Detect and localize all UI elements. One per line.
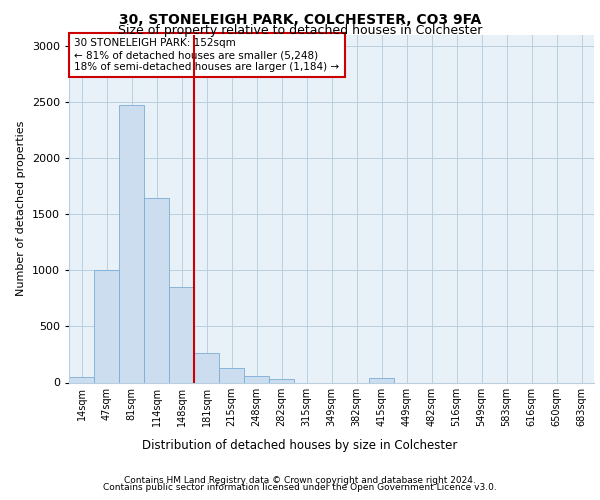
Text: Contains HM Land Registry data © Crown copyright and database right 2024.: Contains HM Land Registry data © Crown c… bbox=[124, 476, 476, 485]
Bar bbox=[219, 368, 244, 382]
Bar bbox=[269, 379, 294, 382]
Bar bbox=[194, 353, 219, 382]
Text: Size of property relative to detached houses in Colchester: Size of property relative to detached ho… bbox=[118, 24, 482, 37]
Text: 30 STONELEIGH PARK: 152sqm
← 81% of detached houses are smaller (5,248)
18% of s: 30 STONELEIGH PARK: 152sqm ← 81% of deta… bbox=[74, 38, 340, 72]
Bar bbox=[369, 378, 394, 382]
Text: 30, STONELEIGH PARK, COLCHESTER, CO3 9FA: 30, STONELEIGH PARK, COLCHESTER, CO3 9FA bbox=[119, 12, 481, 26]
Bar bbox=[94, 270, 119, 382]
Text: Distribution of detached houses by size in Colchester: Distribution of detached houses by size … bbox=[142, 440, 458, 452]
Bar bbox=[169, 287, 194, 382]
Bar bbox=[119, 104, 144, 382]
Bar bbox=[144, 198, 169, 382]
Y-axis label: Number of detached properties: Number of detached properties bbox=[16, 121, 26, 296]
Bar bbox=[244, 376, 269, 382]
Text: Contains public sector information licensed under the Open Government Licence v3: Contains public sector information licen… bbox=[103, 484, 497, 492]
Bar bbox=[69, 377, 94, 382]
